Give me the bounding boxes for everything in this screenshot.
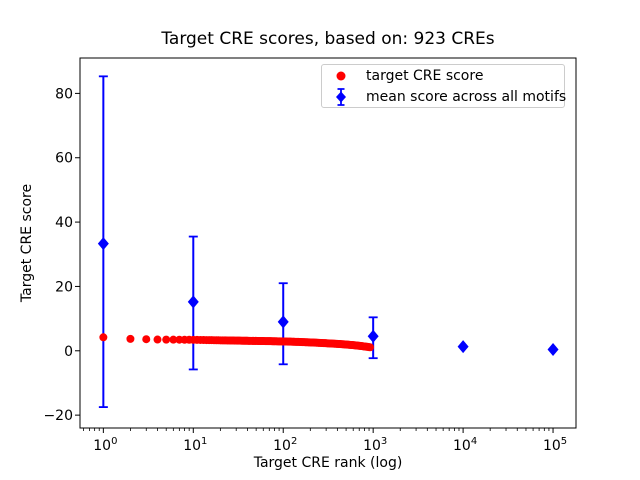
x-tick-label: 104 xyxy=(453,436,477,454)
x-tick-label: 102 xyxy=(273,436,297,454)
legend-item-mean: mean score across all motifs xyxy=(326,86,567,107)
chart-title: Target CRE scores, based on: 923 CREs xyxy=(161,29,495,49)
target-score-point xyxy=(99,333,108,342)
mean-score-point xyxy=(367,329,379,343)
y-tick-label: 80 xyxy=(55,86,73,102)
target-score-point xyxy=(169,335,178,344)
target-score-point xyxy=(366,343,375,352)
y-tick-label: 20 xyxy=(55,279,73,295)
target-score-point xyxy=(126,334,135,343)
y-tick-label: −20 xyxy=(43,408,73,424)
x-tick-label: 103 xyxy=(363,436,387,454)
red-dot-icon xyxy=(336,71,346,80)
x-tick-label: 101 xyxy=(183,436,207,454)
mean-score-point xyxy=(187,295,199,309)
legend-label-target: target CRE score xyxy=(366,67,484,84)
legend-item-target: target CRE score xyxy=(326,65,564,86)
legend-label-mean: mean score across all motifs xyxy=(366,88,567,105)
x-tick-label: 100 xyxy=(93,436,117,454)
mean-score-point xyxy=(97,237,109,251)
blue-diamond-errorbar-icon xyxy=(336,87,346,106)
y-tick-label: 60 xyxy=(55,151,73,167)
legend: target CRE score mean score across all m… xyxy=(321,64,567,108)
target-score-point xyxy=(142,335,151,344)
target-score-point xyxy=(153,335,162,344)
mean-score-point xyxy=(457,340,469,354)
x-tick-label: 105 xyxy=(543,436,567,454)
axes-frame xyxy=(79,57,577,429)
target-score-point xyxy=(162,335,171,344)
y-tick-label: 40 xyxy=(55,215,73,231)
x-axis-label: Target CRE rank (log) xyxy=(253,455,403,471)
y-tick-label: 0 xyxy=(64,344,73,360)
mean-score-point xyxy=(547,342,559,356)
mean-score-point xyxy=(277,315,289,329)
